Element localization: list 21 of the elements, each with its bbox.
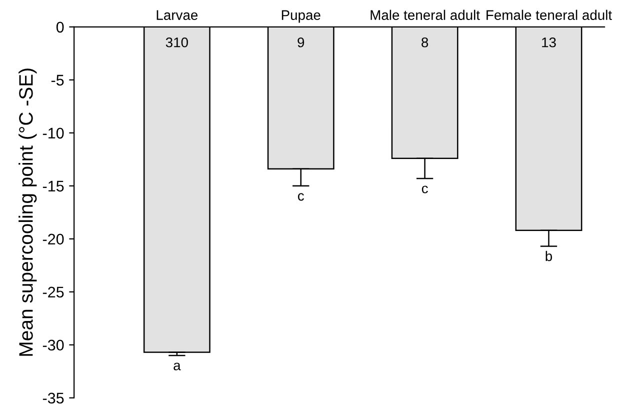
y-tick-label: -5 — [51, 74, 64, 86]
annotation: 310 — [166, 37, 188, 48]
annotation: 13 — [542, 37, 556, 48]
y-tick-label: -10 — [42, 128, 64, 139]
annotation: a — [174, 362, 181, 370]
annotation: 9 — [298, 37, 304, 48]
y-tick-label: 0 — [56, 22, 64, 33]
y-tick-label: -25 — [42, 286, 64, 298]
annotation: c — [422, 186, 428, 194]
x-tick-label: Female teneral adult — [486, 10, 612, 20]
annotation: 8 — [422, 37, 428, 48]
y-tick-label: -35 — [42, 392, 64, 404]
x-tick-label: Male teneral adult — [370, 10, 480, 20]
y-tick-label: -15 — [42, 180, 64, 192]
annotation: c — [298, 193, 304, 201]
y-tick-label: -20 — [42, 234, 64, 245]
annotation: b — [546, 250, 552, 262]
x-tick-label: Larvae — [156, 10, 198, 20]
y-tick-label: -30 — [42, 340, 64, 351]
x-tick-label: Pupae — [282, 10, 320, 23]
y-axis-title: Mean supercooling point (°C -SE) — [18, 68, 37, 356]
